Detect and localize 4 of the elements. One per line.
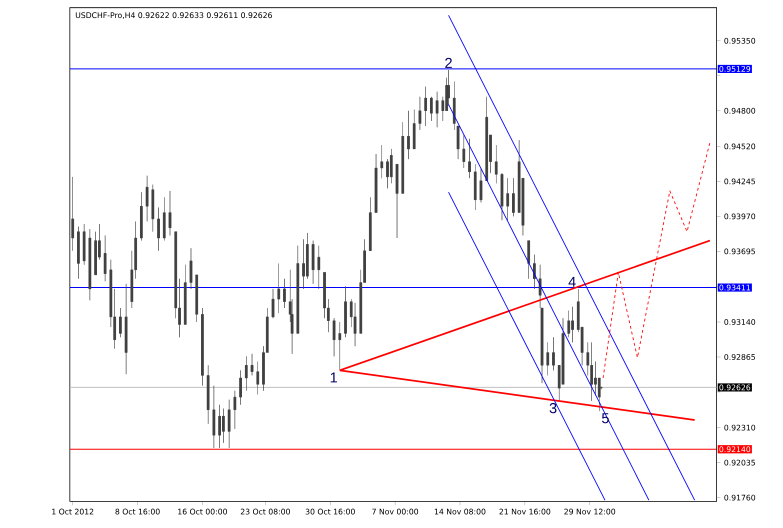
annotation: 3: [550, 402, 556, 414]
annotation: 4: [568, 276, 576, 287]
annotation: 1: [330, 372, 337, 382]
annotation: 2: [445, 58, 452, 68]
